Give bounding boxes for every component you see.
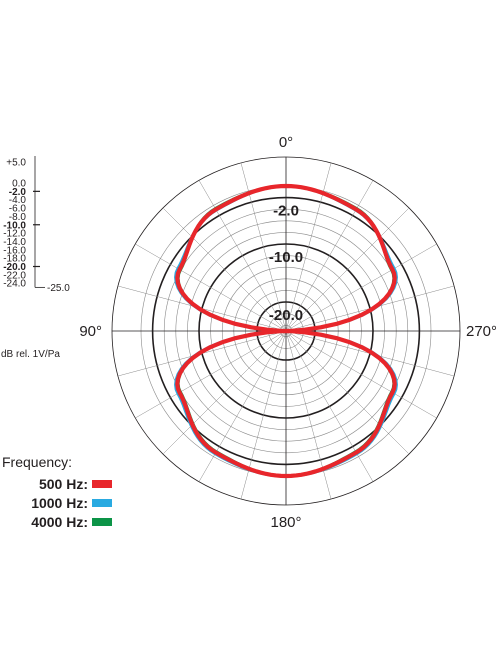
ring-label: -2.0: [273, 203, 299, 220]
scale-tick-label: -18.0: [3, 254, 26, 265]
scale-tick-label: -12.0: [3, 229, 26, 240]
legend-item-label: 500 Hz:: [38, 475, 88, 492]
scale-tick-label: -20.0: [3, 262, 26, 273]
legend-item-label: 4000 Hz:: [31, 513, 88, 530]
grid-spoke: [285, 330, 437, 419]
grid-spoke: [285, 162, 332, 332]
legend-item: 1000 Hz:: [2, 493, 112, 512]
db-scale: +5.00.0-2.0-4.0-6.0-8.0-10.0-12.0-14.0-1…: [1, 156, 70, 360]
ring-labels: -2.0 -10.0 -20.0: [269, 203, 303, 324]
angle-label: 180°: [270, 514, 301, 531]
grid-spoke: [285, 243, 437, 332]
scale-unit-label: dB rel. 1V/Pa: [1, 349, 60, 360]
polar-grid: [111, 156, 461, 506]
ring-label: -10.0: [269, 249, 303, 266]
scale-tick-label: -22.0: [3, 270, 26, 281]
scale-tick-label: -24.0: [3, 279, 26, 290]
scale-tick-label: -8.0: [9, 212, 27, 223]
legend-swatch: [92, 517, 112, 526]
legend-swatch: [92, 479, 112, 488]
polar-series: [174, 183, 398, 479]
grid-spoke: [198, 330, 287, 482]
angle-labels: 0° 90° 180° 270°: [79, 134, 496, 531]
grid-spoke: [285, 330, 410, 455]
legend-item-label: 1000 Hz:: [31, 494, 88, 511]
grid-spoke: [240, 330, 287, 500]
scale-tick-label: 0.0: [12, 179, 26, 190]
scale-tick-label: -6.0: [9, 204, 27, 215]
grid-spoke: [135, 330, 287, 419]
legend-title: Frequency:: [2, 454, 73, 470]
angle-label: 90°: [79, 323, 102, 340]
grid-spoke: [285, 330, 332, 500]
scale-tick-label: -16.0: [3, 245, 26, 256]
grid-spoke: [285, 180, 374, 332]
grid-spoke: [285, 207, 410, 332]
legend: Frequency: 500 Hz: 1000 Hz: 4000 Hz:: [2, 454, 112, 531]
grid-spoke: [198, 180, 287, 332]
legend-item: 500 Hz:: [2, 474, 112, 493]
grid-spoke: [240, 162, 287, 332]
grid-spoke: [162, 330, 287, 455]
legend-item: 4000 Hz:: [2, 512, 112, 531]
scale-tick-label: -4.0: [9, 195, 27, 206]
angle-label: 0°: [279, 134, 293, 151]
angle-label: 270°: [466, 323, 496, 340]
scale-tick-label: -14.0: [3, 237, 26, 248]
grid-spoke: [162, 207, 287, 332]
scale-tick-label: -2.0: [9, 187, 27, 198]
series-line: [175, 183, 397, 479]
scale-tick-label: +5.0: [6, 158, 26, 169]
grid-spoke: [135, 243, 287, 332]
scale-tick-label: -10.0: [3, 220, 26, 231]
ring-label: -20.0: [269, 307, 303, 324]
scale-tick-label: -25.0: [47, 283, 70, 294]
grid-spoke: [285, 330, 374, 482]
legend-swatch: [92, 498, 112, 507]
